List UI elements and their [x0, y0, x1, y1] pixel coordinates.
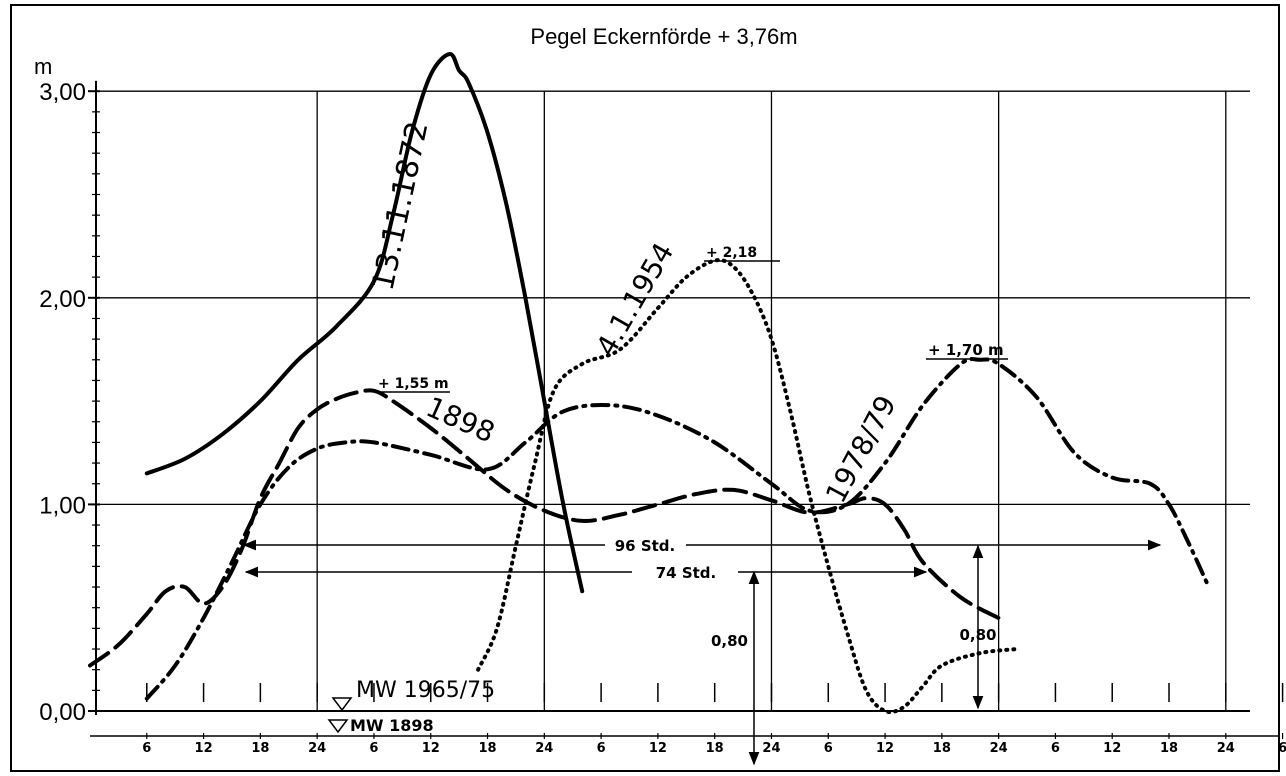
x-tick-label: 18 — [1160, 741, 1178, 756]
mw-1898-label: MW 1898 — [350, 716, 434, 735]
x-tick-label: 24 — [990, 741, 1008, 756]
mw-1965-marker-icon — [331, 697, 353, 712]
duration-label-74: 74 Std. — [656, 564, 717, 582]
x-tick-label: 12 — [649, 741, 667, 756]
x-tick-label: 12 — [1103, 741, 1121, 756]
axes: 0,00 1,00 2,00 3,00 6 12 18 24 6 12 18 24 6 12 18 24 6 12… — [39, 79, 1286, 756]
x-tick-label: 12 — [876, 741, 894, 756]
mw-1965-label: MW 1965/75 — [356, 678, 495, 703]
y-tick-label: 0,00 — [39, 699, 86, 726]
x-tick-label: 6 — [597, 741, 606, 756]
x-tick-label: 24 — [762, 741, 780, 756]
duration-label-96: 96 Std. — [615, 537, 676, 555]
x-tick-label: 18 — [706, 741, 724, 756]
y-axis-label: m — [34, 54, 52, 79]
peak-label-1898: + 1,55 m — [378, 376, 449, 392]
x-tick-label: 6 — [824, 741, 833, 756]
x-tick-label: 18 — [251, 741, 269, 756]
x-tick-label: 18 — [933, 741, 951, 756]
peak-label-1954: + 2,18 — [706, 245, 757, 261]
grid — [96, 90, 1250, 711]
x-tick-label: 6 — [369, 741, 378, 756]
annotation-layer: 13.11.1872 1898 4.1.1954 1978/79 + 1,55 m + 2… — [242, 118, 1162, 766]
series-line-4-1-1954 — [476, 258, 1020, 715]
series-line-13-11-1872 — [144, 52, 585, 594]
chart-frame — [10, 4, 1280, 772]
label-1954: 4.1.1954 — [589, 237, 680, 361]
chart-title: Pegel Eckernförde + 3,76m — [530, 24, 797, 49]
y-tick-label: 2,00 — [39, 286, 86, 313]
x-tick-label: 6 — [1051, 741, 1060, 756]
x-tick-label: 24 — [1217, 741, 1235, 756]
label-1978: 1978/79 — [819, 390, 903, 508]
y-tick-label: 3,00 — [39, 79, 86, 106]
x-tick-label: 12 — [422, 741, 440, 756]
series-line-1978-79 — [144, 357, 1209, 701]
mw-1898-marker-icon — [327, 719, 349, 734]
peak-label-1978: + 1,70 m — [928, 341, 1004, 359]
x-tick-label: 18 — [478, 741, 496, 756]
x-tick-label: 6 — [142, 741, 151, 756]
height-label-left: 0,80 — [711, 632, 748, 650]
label-1898: 1898 — [421, 390, 500, 449]
series-layer — [88, 52, 1209, 715]
y-tick-label: 1,00 — [39, 492, 86, 519]
x-tick-label: 6 — [1278, 741, 1286, 756]
x-tick-label: 12 — [195, 741, 213, 756]
x-tick-label: 24 — [535, 741, 553, 756]
label-1872: 13.11.1872 — [366, 118, 436, 293]
x-tick-label: 24 — [308, 741, 326, 756]
height-label-right: 0,80 — [959, 626, 996, 644]
